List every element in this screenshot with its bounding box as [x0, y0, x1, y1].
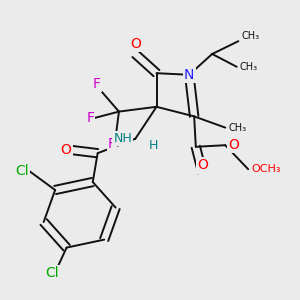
Text: NH: NH: [113, 132, 132, 145]
Text: F: F: [86, 111, 94, 125]
Text: CH₃: CH₃: [242, 31, 260, 41]
Text: O: O: [130, 37, 141, 51]
Text: CH₃: CH₃: [240, 62, 258, 72]
Text: N: N: [184, 68, 194, 82]
Text: O: O: [229, 138, 239, 152]
Text: CH₃: CH₃: [229, 123, 247, 133]
Text: OCH₃: OCH₃: [251, 164, 281, 174]
Text: O: O: [197, 158, 208, 172]
Text: O: O: [61, 143, 71, 157]
Text: F: F: [108, 137, 116, 151]
Text: Cl: Cl: [15, 164, 29, 178]
Text: F: F: [93, 77, 101, 91]
Text: H: H: [148, 139, 158, 152]
Text: Cl: Cl: [45, 266, 59, 280]
